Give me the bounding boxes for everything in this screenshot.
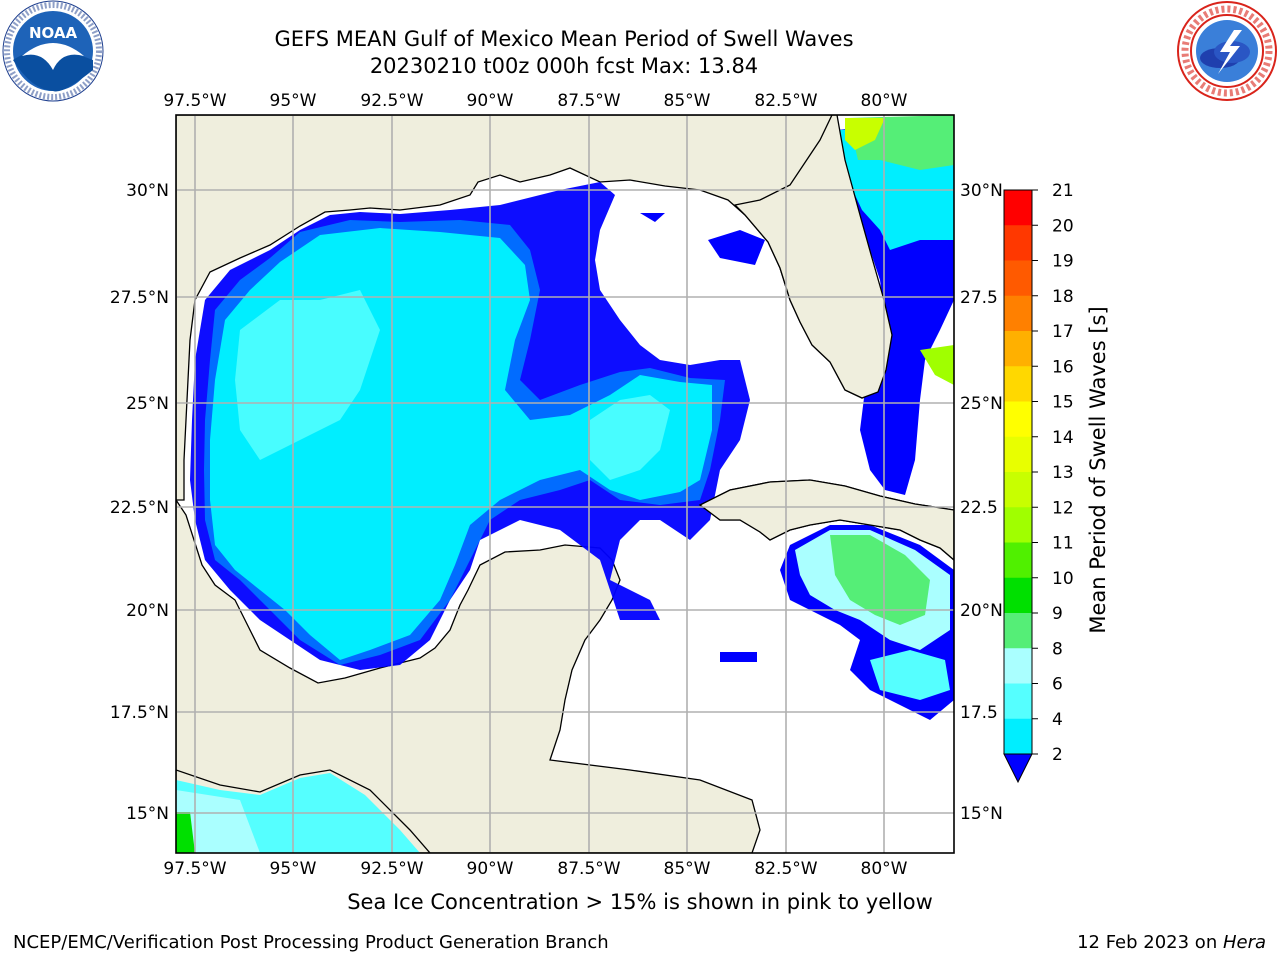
lat-tick-right: 17.5: [960, 703, 998, 723]
swell-fill-light-cyan-2: [590, 395, 670, 480]
lon-tick-bottom: 92.5°W: [360, 859, 423, 879]
colorbar-swatch: [1004, 507, 1032, 543]
lat-tick-left: 25°N: [126, 394, 169, 414]
colorbar-swatch: [1004, 472, 1032, 508]
colorbar-swatch: [1004, 295, 1032, 332]
nws-logo: [1177, 1, 1277, 101]
colorbar: 21 20 19 18 17 16 15 14 13 12 11 10 9 8 6 4 2: [1003, 181, 1074, 784]
colorbar-tick-label: 15: [1052, 393, 1074, 413]
lon-tick-top: 90°W: [467, 91, 514, 111]
chart-title: GEFS MEAN Gulf of Mexico Mean Period of …: [274, 27, 854, 51]
swell-fill-bahamas-green: [920, 345, 954, 385]
colorbar-tick-label: 10: [1052, 569, 1074, 589]
florida-land: [733, 115, 893, 399]
swell-fill-caribbean-patch: [720, 652, 757, 662]
colorbar-tick-label: 12: [1052, 498, 1074, 518]
lon-tick-top: 95°W: [270, 91, 317, 111]
colorbar-tick-label: 11: [1052, 534, 1074, 554]
colorbar-swatch: [1004, 542, 1032, 579]
colorbar-swatch: [1004, 331, 1032, 367]
colorbar-tick-label: 2: [1052, 745, 1063, 765]
footer-date: 12 Feb 2023 on Hera: [1077, 932, 1266, 953]
swell-fill-pacific-light: [176, 790, 260, 853]
colorbar-swatch: [1004, 683, 1032, 720]
colorbar-swatch: [1004, 436, 1032, 473]
lat-tick-left: 20°N: [126, 601, 169, 621]
colorbar-swatch: [1004, 718, 1032, 755]
lat-tick-left: 17.5°N: [110, 703, 169, 723]
lat-tick-right: 22.5: [960, 498, 998, 518]
lat-tick-right: 30°N: [960, 181, 1003, 201]
footer-host: Hera: [1222, 932, 1266, 953]
colorbar-tick-label: 17: [1052, 322, 1074, 342]
noaa-logo: NOAA: [2, 0, 104, 102]
colorbar-tick-label: 18: [1052, 287, 1074, 307]
colorbar-swatch: [1004, 366, 1032, 402]
colorbar-swatch: [1004, 577, 1032, 614]
lat-tick-right: 27.5: [960, 288, 998, 308]
map-frame: [175, 114, 955, 854]
sea-ice-caption: Sea Ice Concentration > 15% is shown in …: [347, 890, 933, 914]
lon-tick-bottom: 85°W: [664, 859, 711, 879]
swell-fill-pacific-green: [176, 812, 195, 853]
colorbar-tick-label: 4: [1052, 710, 1063, 730]
cuba-land-top: [698, 479, 954, 561]
chart-subtitle: 20230210 t00z 000h fcst Max: 13.84: [369, 54, 759, 78]
colorbar-tick-label: 8: [1052, 639, 1063, 659]
map-panel: [176, 115, 954, 853]
lat-tick-right: 20°N: [960, 601, 1003, 621]
colorbar-tick-label: 21: [1052, 181, 1074, 201]
lon-tick-bottom: 80°W: [861, 859, 908, 879]
lat-tick-left: 15°N: [126, 804, 169, 824]
colorbar-swatch: [1004, 260, 1032, 297]
lat-tick-left: 22.5°N: [110, 498, 169, 518]
colorbar-swatch: [1004, 613, 1032, 649]
colorbar-tick-label: 14: [1052, 428, 1074, 448]
lon-tick-bottom: 90°W: [467, 859, 514, 879]
lon-tick-bottom: 87.5°W: [557, 859, 620, 879]
lat-tick-right: 15°N: [960, 804, 1003, 824]
lat-tick-right: 25°N: [960, 394, 1003, 414]
gridlines: [176, 115, 954, 853]
lon-tick-top: 82.5°W: [754, 91, 817, 111]
lon-tick-top: 85°W: [664, 91, 711, 111]
lon-ticks-top: 97.5°W 95°W 92.5°W 90°W 87.5°W 85°W 82.5…: [163, 91, 907, 111]
noaa-logo-text: NOAA: [29, 24, 78, 42]
colorbar-extend-triangle: [1003, 753, 1033, 784]
footer-date-text: 12 Feb 2023 on: [1077, 932, 1223, 953]
colorbar-tick-label: 19: [1052, 252, 1074, 272]
lat-ticks-right: 30°N 27.5 25°N 22.5 20°N 17.5 15°N: [960, 181, 1003, 824]
lon-tick-top: 87.5°W: [557, 91, 620, 111]
swell-fill-keys-patch: [708, 230, 765, 265]
lon-tick-top: 92.5°W: [360, 91, 423, 111]
footer-credit: NCEP/EMC/Verification Post Processing Pr…: [13, 932, 609, 953]
lat-tick-left: 30°N: [126, 181, 169, 201]
colorbar-tick-label: 16: [1052, 357, 1074, 377]
swell-fill-caribbean-green: [830, 535, 930, 625]
colorbar-tick-label: 6: [1052, 675, 1063, 695]
lon-tick-top: 80°W: [861, 91, 908, 111]
lon-tick-top: 97.5°W: [163, 91, 226, 111]
lat-tick-left: 27.5°N: [110, 288, 169, 308]
lon-tick-bottom: 82.5°W: [754, 859, 817, 879]
lat-ticks-left: 30°N 27.5°N 25°N 22.5°N 20°N 17.5°N 15°N: [110, 181, 169, 824]
colorbar-swatch: [1004, 190, 1032, 226]
colorbar-tick-label: 20: [1052, 216, 1074, 236]
colorbar-tick-label: 13: [1052, 463, 1074, 483]
lon-tick-bottom: 97.5°W: [163, 859, 226, 879]
lon-tick-bottom: 95°W: [270, 859, 317, 879]
swell-fill-atlantic-yellow: [845, 118, 885, 150]
colorbar-swatch: [1004, 648, 1032, 684]
swell-fill-small-patch: [640, 213, 665, 222]
colorbar-swatch: [1004, 401, 1032, 438]
swell-fill-light-cyan: [235, 290, 380, 460]
lon-ticks-bottom: 97.5°W 95°W 92.5°W 90°W 87.5°W 85°W 82.5…: [163, 859, 907, 879]
colorbar-title: Mean Period of Swell Waves [s]: [1086, 306, 1110, 634]
colorbar-swatch: [1004, 225, 1032, 261]
swell-fill-caribbean-cyan: [870, 650, 950, 700]
colorbar-tick-label: 9: [1052, 604, 1063, 624]
